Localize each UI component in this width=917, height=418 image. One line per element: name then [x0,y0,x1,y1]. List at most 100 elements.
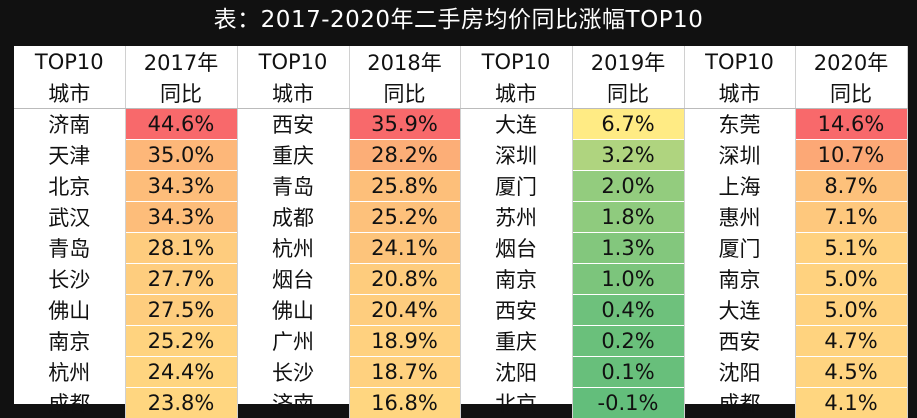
city-cell: 烟台 [237,264,349,295]
city-cell: 广州 [237,326,349,357]
city-cell: 南京 [14,326,125,357]
city-cell: 北京 [14,171,125,202]
yoy-value-cell: 35.0% [125,140,237,171]
header-top10-2020: TOP10 [684,46,795,78]
yoy-value-cell: 8.7% [795,171,907,202]
yoy-value-cell: 24.1% [349,233,460,264]
header-row-sub: 城市 同比 城市 同比 城市 同比 城市 同比 [14,78,907,109]
header-top10-2018: TOP10 [237,46,349,78]
top10-table-container: TOP10 2017年 TOP10 2018年 TOP10 2019年 TOP1… [14,46,907,404]
yoy-value-cell: 3.2% [572,140,684,171]
city-cell: 厦门 [684,233,795,264]
yoy-value-cell: 4.1% [795,388,907,418]
header-year-2020: 2020年 [795,46,907,78]
yoy-value-cell: 2.0% [572,171,684,202]
city-cell: 青岛 [14,233,125,264]
city-cell: 佛山 [14,295,125,326]
city-cell: 成都 [237,202,349,233]
header-year-2017: 2017年 [125,46,237,78]
header-yoy-2019: 同比 [572,78,684,109]
yoy-value-cell: 1.0% [572,264,684,295]
city-cell: 西安 [684,326,795,357]
city-cell: 佛山 [237,295,349,326]
yoy-value-cell: 1.3% [572,233,684,264]
yoy-value-cell: 44.6% [125,109,237,140]
city-cell: 苏州 [460,202,572,233]
city-cell: 南京 [460,264,572,295]
city-cell: 深圳 [460,140,572,171]
header-year-2019: 2019年 [572,46,684,78]
city-cell: 长沙 [14,264,125,295]
yoy-value-cell: 25.2% [349,202,460,233]
yoy-value-cell: 1.8% [572,202,684,233]
header-city-2019: 城市 [460,78,572,109]
yoy-value-cell: 10.7% [795,140,907,171]
yoy-value-cell: 23.8% [125,388,237,418]
header-city-2018: 城市 [237,78,349,109]
city-cell: 重庆 [237,140,349,171]
city-cell: 南京 [684,264,795,295]
city-cell: 大连 [460,109,572,140]
city-cell: 北京 [460,388,572,418]
header-top10-2017: TOP10 [14,46,125,78]
city-cell: 大连 [684,295,795,326]
yoy-value-cell: 0.4% [572,295,684,326]
header-yoy-2018: 同比 [349,78,460,109]
city-cell: 西安 [460,295,572,326]
yoy-value-cell: 5.0% [795,264,907,295]
city-cell: 青岛 [237,171,349,202]
header-top10-2019: TOP10 [460,46,572,78]
yoy-value-cell: 34.3% [125,202,237,233]
city-cell: 成都 [14,388,125,418]
yoy-value-cell: 35.9% [349,109,460,140]
city-cell: 厦门 [460,171,572,202]
city-cell: 杭州 [237,233,349,264]
city-cell: 上海 [684,171,795,202]
header-city-2017: 城市 [14,78,125,109]
yoy-value-cell: 24.4% [125,357,237,388]
yoy-value-cell: 14.6% [795,109,907,140]
header-year-2018: 2018年 [349,46,460,78]
yoy-value-cell: 16.8% [349,388,460,418]
city-cell: 长沙 [237,357,349,388]
yoy-value-cell: 20.8% [349,264,460,295]
yoy-value-cell: 5.0% [795,295,907,326]
yoy-value-cell: 0.2% [572,326,684,357]
header-row-top: TOP10 2017年 TOP10 2018年 TOP10 2019年 TOP1… [14,46,907,78]
city-cell: 东莞 [684,109,795,140]
city-cell: 烟台 [460,233,572,264]
city-cell: 西安 [237,109,349,140]
header-city-2020: 城市 [684,78,795,109]
chart-title: 表：2017-2020年二手房均价同比涨幅TOP10 [0,0,917,44]
yoy-value-cell: 0.1% [572,357,684,388]
yoy-value-cell: 20.4% [349,295,460,326]
yoy-value-cell: 4.7% [795,326,907,357]
yoy-value-cell: 34.3% [125,171,237,202]
yoy-value-cell: 28.2% [349,140,460,171]
yoy-value-cell: 25.8% [349,171,460,202]
header-yoy-2020: 同比 [795,78,907,109]
city-cell: 重庆 [460,326,572,357]
top10-table: TOP10 2017年 TOP10 2018年 TOP10 2019年 TOP1… [14,46,908,418]
city-cell: 武汉 [14,202,125,233]
city-cell: 沈阳 [684,357,795,388]
yoy-value-cell: 7.1% [795,202,907,233]
city-cell: 天津 [14,140,125,171]
yoy-value-cell: 5.1% [795,233,907,264]
yoy-value-cell: 18.9% [349,326,460,357]
yoy-value-cell: 27.7% [125,264,237,295]
yoy-value-cell: 25.2% [125,326,237,357]
city-cell: 沈阳 [460,357,572,388]
header-yoy-2017: 同比 [125,78,237,109]
city-cell: 惠州 [684,202,795,233]
